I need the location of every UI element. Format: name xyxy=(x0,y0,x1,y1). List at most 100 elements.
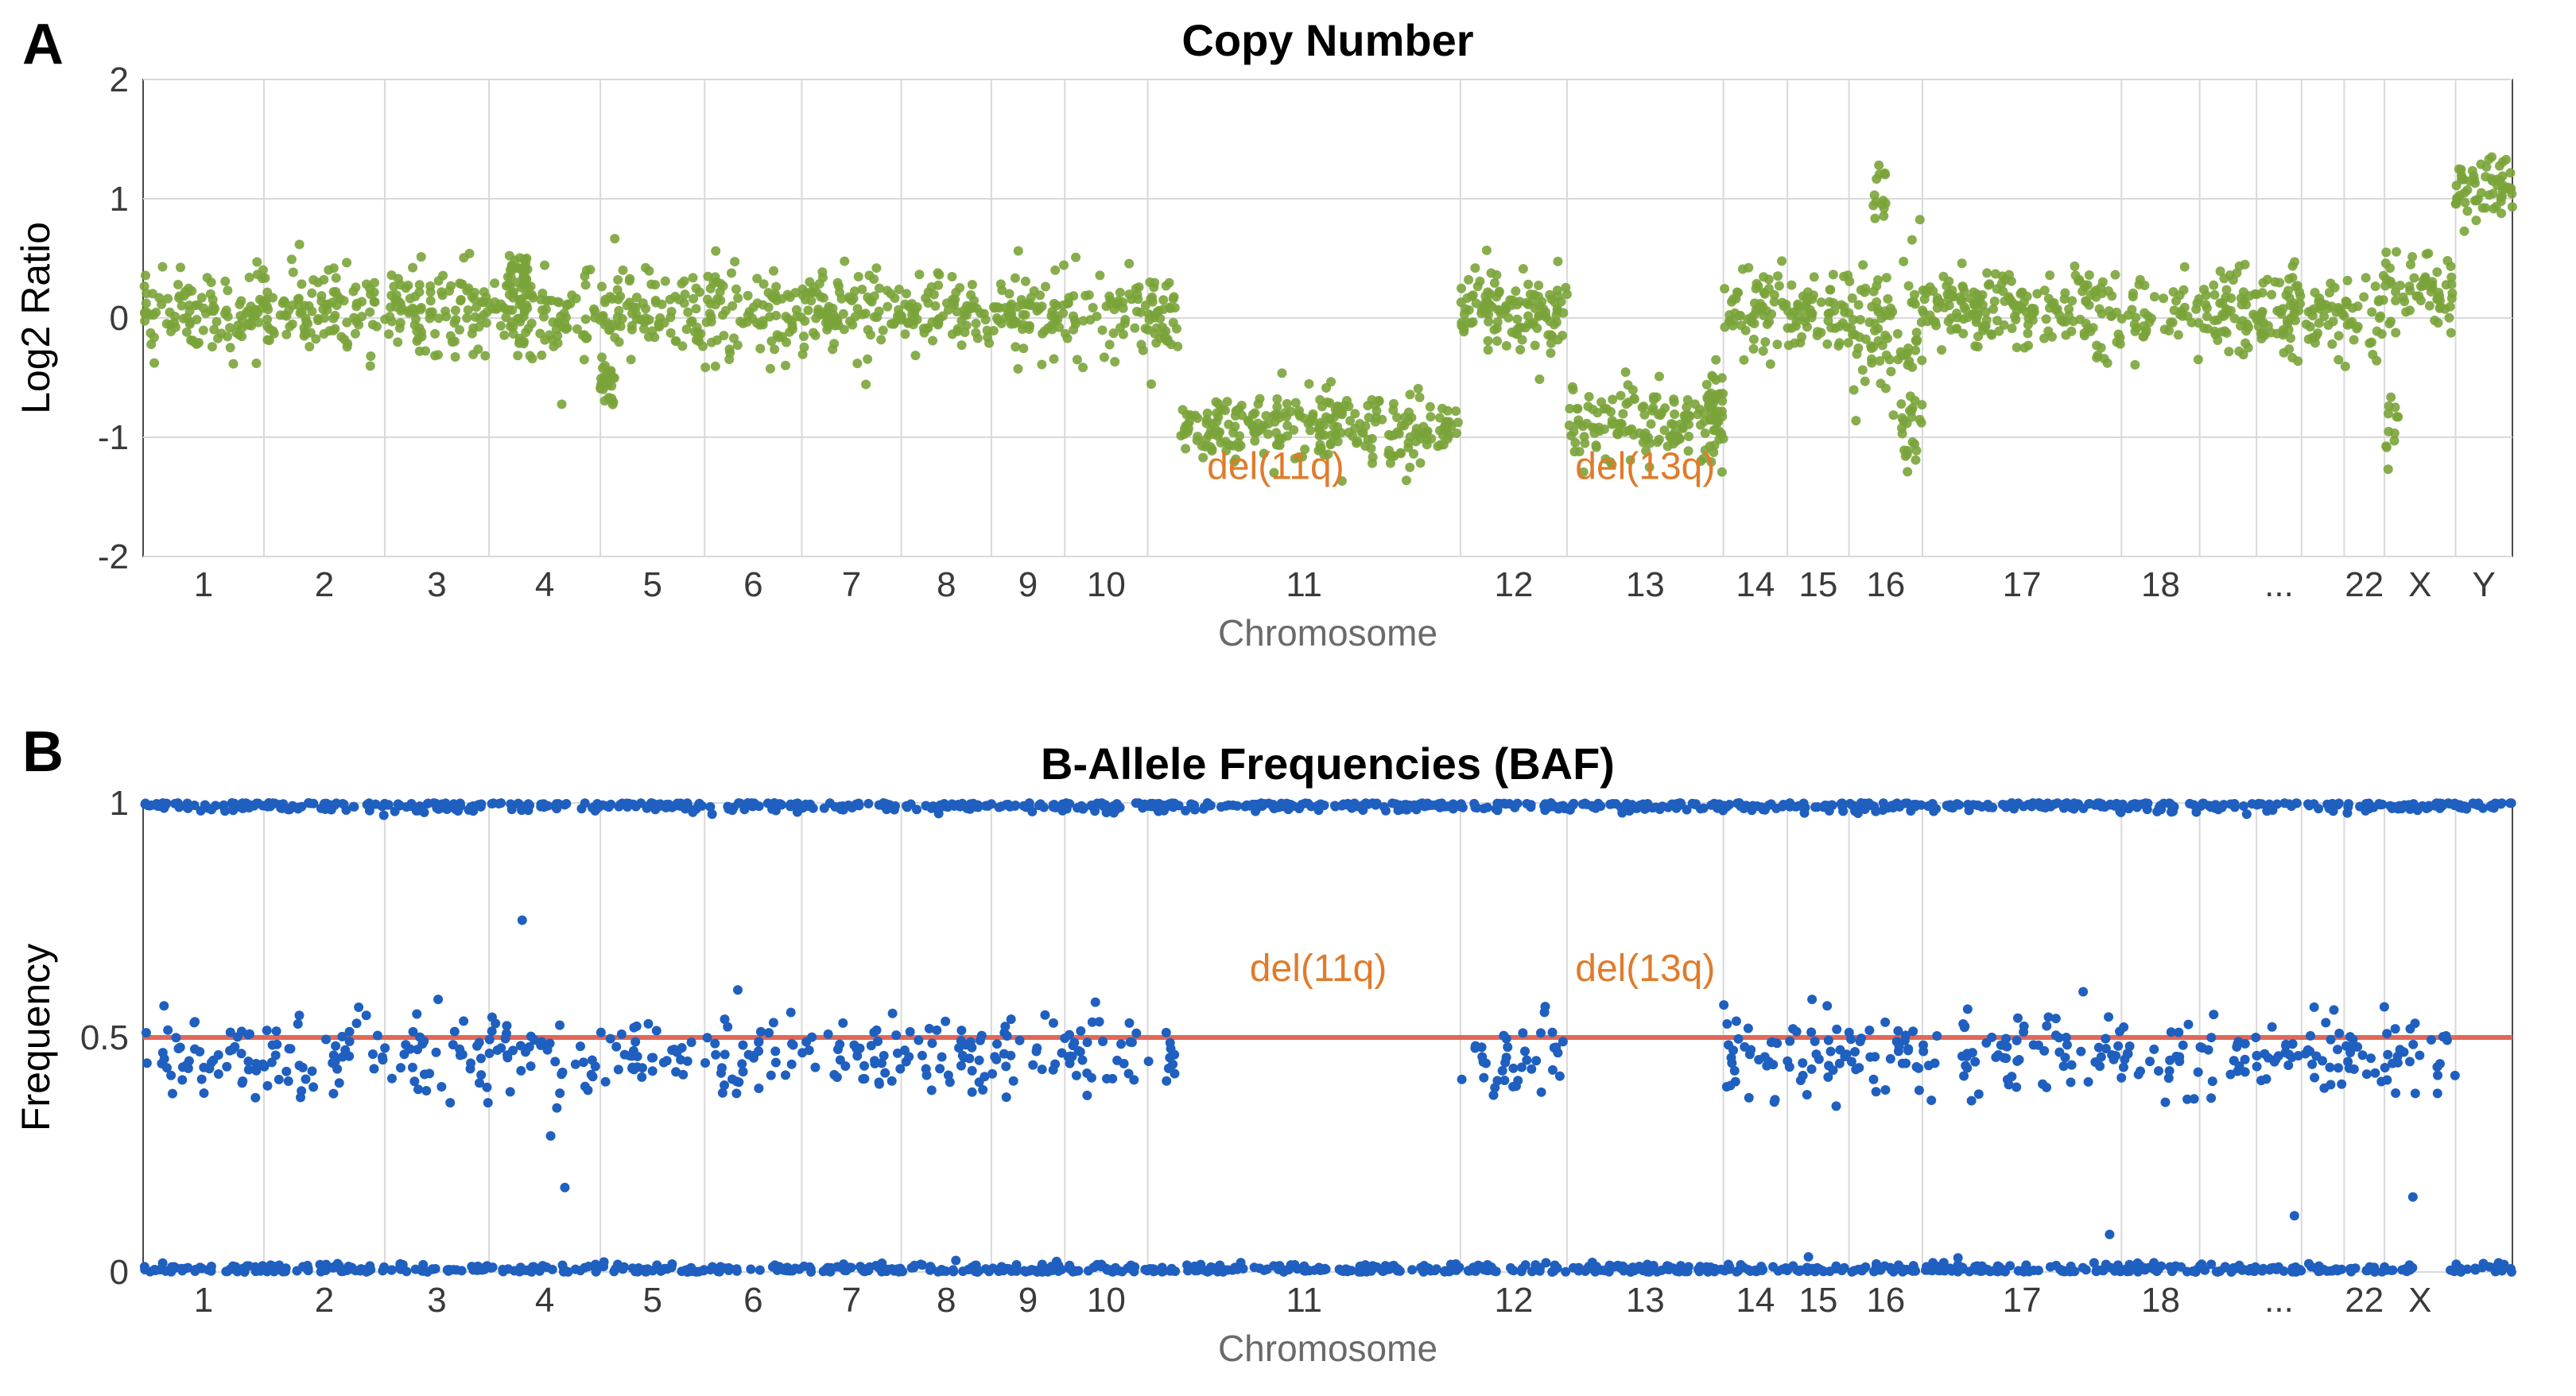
cn-point xyxy=(1773,271,1783,281)
cn-point xyxy=(716,287,725,297)
cn-point xyxy=(2081,297,2091,307)
cn-point xyxy=(769,266,778,276)
baf-point xyxy=(1124,1263,1134,1273)
baf-point xyxy=(1284,1265,1294,1274)
cn-point xyxy=(1515,345,1525,355)
cn-point xyxy=(387,316,397,326)
baf-point xyxy=(433,995,443,1004)
cn-point xyxy=(1917,400,1926,409)
cn-point xyxy=(1889,410,1899,420)
baf-point xyxy=(1658,801,1667,811)
baf-point xyxy=(413,1045,422,1054)
baf-point xyxy=(2067,1061,2077,1070)
cn-point xyxy=(496,321,506,331)
cn-point xyxy=(1527,297,1537,306)
baf-point xyxy=(2334,1063,2343,1072)
baf-point xyxy=(921,1064,931,1074)
cn-point xyxy=(1764,275,1774,285)
cn-point xyxy=(1025,321,1034,331)
cn-point xyxy=(1933,297,1942,306)
baf-point xyxy=(2059,1061,2069,1071)
baf-point xyxy=(1894,1260,1903,1270)
baf-point xyxy=(2116,1073,2126,1083)
cn-point xyxy=(819,293,828,303)
cn-point xyxy=(2348,304,2357,313)
baf-point xyxy=(2050,800,2059,809)
baf-point xyxy=(2165,1066,2174,1076)
ytick-label: 1 xyxy=(110,180,129,219)
baf-point xyxy=(737,1059,747,1068)
baf-point xyxy=(219,801,228,810)
baf-point xyxy=(1932,1031,1942,1041)
baf-point xyxy=(662,1264,672,1274)
cn-point xyxy=(450,336,460,346)
cn-point xyxy=(1105,339,1115,349)
baf-point xyxy=(1127,1037,1137,1047)
cn-point xyxy=(1282,399,1292,409)
cn-point xyxy=(1702,380,1712,390)
baf-point xyxy=(1145,1264,1154,1274)
baf-point xyxy=(859,1061,869,1071)
baf-point xyxy=(1088,802,1097,812)
cn-point xyxy=(297,279,306,289)
cn-point xyxy=(197,293,207,302)
cn-point xyxy=(1011,273,1020,283)
cn-point xyxy=(2432,267,2442,277)
baf-point xyxy=(1731,1077,1740,1087)
cn-point xyxy=(1467,292,1476,301)
baf-point xyxy=(770,1046,780,1056)
baf-point xyxy=(530,1035,539,1045)
baf-point xyxy=(1014,1036,1024,1045)
baf-point xyxy=(1448,1265,1457,1274)
cn-point xyxy=(850,286,859,296)
baf-outlier xyxy=(1953,1253,1963,1262)
baf-point xyxy=(887,1076,897,1086)
cn-point xyxy=(1426,402,1435,412)
baf-point xyxy=(2226,1070,2236,1080)
cn-point xyxy=(1513,324,1523,334)
cn-point xyxy=(2315,301,2325,311)
cn-point xyxy=(1348,432,1357,441)
baf-point xyxy=(1845,799,1855,809)
ytick-label: 1 xyxy=(110,784,129,823)
cn-point xyxy=(2319,312,2329,321)
cn-point xyxy=(1202,419,1212,428)
baf-point xyxy=(724,1266,734,1275)
baf-point xyxy=(1907,1266,1917,1275)
cn-point xyxy=(1624,425,1634,435)
cn-point xyxy=(904,317,914,327)
baf-point xyxy=(356,1264,366,1274)
cn-point xyxy=(220,277,230,286)
cn-point xyxy=(1713,413,1722,423)
baf-point xyxy=(1691,800,1701,809)
baf-point xyxy=(2120,1265,2129,1274)
baf-point xyxy=(335,1078,344,1088)
baf-point xyxy=(502,1021,511,1030)
cn-point xyxy=(875,284,884,293)
baf-point xyxy=(274,1075,284,1084)
cn-point xyxy=(1573,404,1582,413)
baf-point xyxy=(975,1056,984,1065)
cn-point xyxy=(1457,284,1466,293)
baf-point xyxy=(338,799,347,809)
baf-point xyxy=(1829,1065,1838,1075)
cn-point xyxy=(973,334,983,343)
cn-point xyxy=(2210,290,2220,300)
cn-point xyxy=(618,314,627,324)
cn-point xyxy=(199,326,208,335)
cn-point xyxy=(2377,329,2387,339)
chrom-label: 8 xyxy=(937,565,956,604)
figure-container: ACopy Number-2-1012123456789101112131415… xyxy=(0,0,2576,1396)
baf-point xyxy=(1146,799,1155,809)
chrom-label: 13 xyxy=(1626,1281,1665,1320)
baf-point xyxy=(321,1034,331,1044)
baf-point xyxy=(1860,1262,1870,1272)
baf-point xyxy=(806,1267,816,1277)
baf-point xyxy=(870,1056,879,1065)
baf-point xyxy=(267,1057,277,1067)
baf-point xyxy=(1232,1265,1242,1274)
cn-point xyxy=(1791,321,1801,331)
cn-point xyxy=(553,297,562,307)
baf-point xyxy=(1548,1065,1558,1075)
baf-point xyxy=(448,1265,458,1274)
